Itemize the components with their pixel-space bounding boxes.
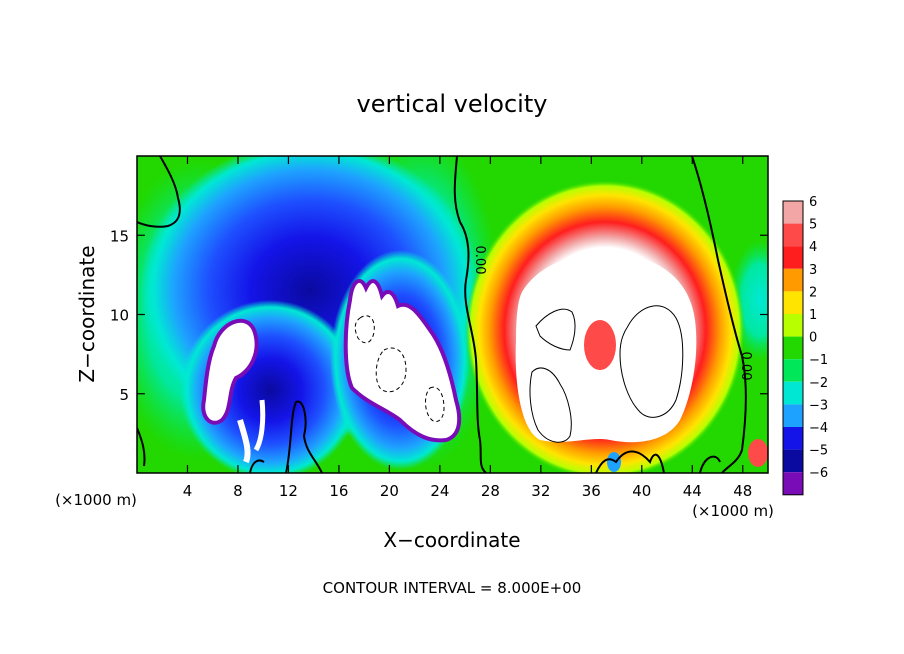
x-tick-label: 44 (683, 482, 702, 500)
colorbar-label: 6 (809, 195, 817, 210)
colorbar-swatch (783, 381, 803, 405)
downdraft-streak-1 (237, 419, 251, 464)
colorbar-label: −3 (809, 398, 828, 413)
contour-updraft-lower-lobe (529, 367, 572, 443)
y-axis-ticks: 5 10 15 (110, 227, 768, 404)
x-tick-label: 40 (632, 482, 651, 500)
colorbar-swatch (783, 268, 803, 292)
colorbar-label: −2 (809, 376, 828, 391)
x-tick-label: 24 (430, 482, 449, 500)
y-tick-label: 15 (110, 227, 129, 245)
x-tick-label: 20 (380, 482, 399, 500)
colorbar-label: −1 (809, 353, 828, 368)
contour-label-middle: 0.00 (472, 246, 487, 275)
colorbar-swatch (783, 246, 803, 269)
downdraft-white-core-right (343, 278, 462, 443)
colorbar-frame (782, 200, 804, 496)
contour-updraft-left-lobe (535, 308, 576, 351)
colorbar-swatch (783, 223, 803, 247)
colorbar-label: 0 (809, 331, 817, 346)
colorbar-swatch (783, 427, 803, 450)
contour-downdraft-dashed-1 (354, 315, 375, 344)
contour-zero-left-bottom (137, 427, 146, 467)
colorbar-swatch (783, 404, 803, 427)
contour-zero-left-2 (249, 459, 265, 473)
contour-zero-right (691, 156, 747, 473)
chart-title: vertical velocity (357, 90, 548, 118)
colorbar-label: −4 (809, 421, 828, 436)
contour-zero-middle (453, 156, 487, 473)
colorbar-label: −5 (809, 444, 828, 459)
contour-zero-bottom-mid (595, 450, 665, 473)
contour-zero-mid-left (285, 400, 323, 473)
updraft-red-spot-right (748, 439, 768, 467)
contour-zero-bottom-right (699, 455, 721, 473)
x-tick-label: 16 (329, 482, 348, 500)
colorbar-swatch (783, 449, 803, 473)
colorbar-label: 1 (809, 308, 817, 323)
colorbar: 6 5 4 3 2 1 0 −1 −2 −3 −4 −5 −6 (782, 195, 828, 496)
updraft-pink-blob (584, 320, 616, 370)
colorbar-label: 5 (809, 218, 817, 233)
downdraft-white-core-left (201, 318, 259, 425)
y-tick-label: 5 (119, 386, 129, 404)
contour-interval-text: CONTOUR INTERVAL = 8.000E+00 (323, 579, 582, 597)
y-axis-label: Z−coordinate (75, 245, 99, 382)
velocity-field (137, 156, 768, 473)
contour-downdraft-dashed-3 (425, 386, 445, 423)
downdraft-streak-2 (253, 399, 266, 452)
x-axis-ticks: 4 8 12 16 20 24 28 32 36 40 44 48 (183, 156, 752, 500)
colorbar-label: −6 (809, 466, 828, 481)
colorbar-swatch (783, 336, 803, 360)
x-tick-label: 36 (582, 482, 601, 500)
x-tick-label: 28 (481, 482, 500, 500)
x-tick-label: 4 (183, 482, 193, 500)
colorbar-swatch (783, 314, 803, 337)
x-tick-label: 8 (233, 482, 243, 500)
y-tick-label: 10 (110, 307, 129, 325)
colorbar-swatch (783, 201, 803, 224)
colorbar-swatch (783, 472, 803, 495)
contour-downdraft-dashed-2 (375, 347, 407, 393)
x-tick-label: 48 (733, 482, 752, 500)
contour-zero-top-left (137, 156, 181, 228)
updraft-blue-spot (607, 452, 621, 472)
x-unit-left: (×1000 m) (55, 491, 137, 509)
x-axis-label: X−coordinate (383, 528, 520, 552)
x-tick-label: 12 (279, 482, 298, 500)
colorbar-label: 3 (809, 263, 817, 278)
contour-updraft-right-lobe (619, 305, 684, 418)
colorbar-label: 2 (809, 285, 817, 300)
colorbar-swatch (783, 291, 803, 314)
colorbar-label: 4 (809, 240, 817, 255)
x-tick-label: 32 (531, 482, 550, 500)
contour-lines (137, 156, 747, 473)
x-unit-right: (×1000 m) (692, 502, 774, 520)
colorbar-swatch (783, 359, 803, 382)
contour-label-right: 0.00 (738, 352, 753, 381)
